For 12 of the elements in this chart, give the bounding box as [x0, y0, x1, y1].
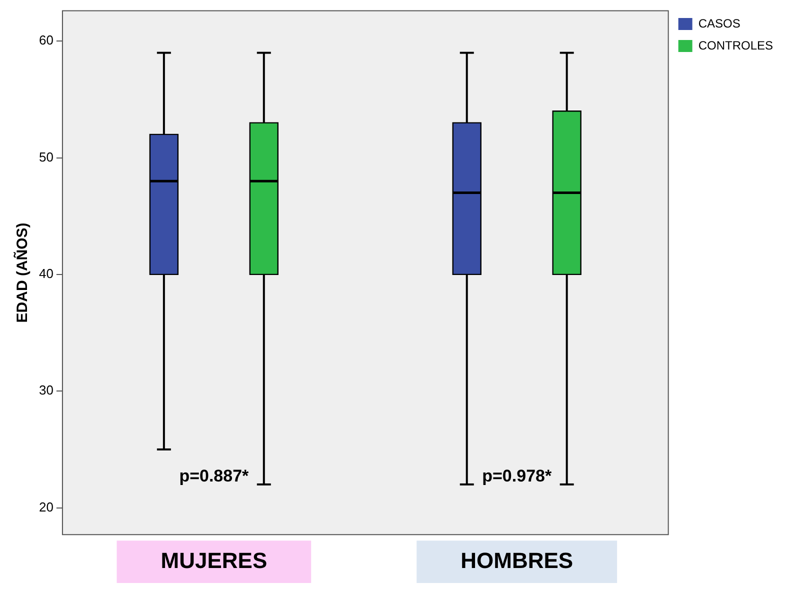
y-tick-label: 60 [38, 32, 54, 48]
legend-label: CONTROLES [698, 38, 774, 52]
x-tick-label: MUJERES [160, 548, 268, 573]
y-tick-label: 50 [38, 149, 54, 164]
y-tick-label: 40 [38, 266, 54, 282]
legend-label: CASOS [698, 16, 740, 30]
annotation: p=0.978* [482, 466, 552, 486]
y-tick-label: 30 [38, 382, 54, 398]
annotation: p=0.887* [179, 466, 250, 486]
y-axis-title: EDAD (AÑOS) [13, 222, 32, 323]
y-tick-label: 20 [38, 499, 54, 514]
x-tick-label: HOMBRES [460, 548, 574, 573]
